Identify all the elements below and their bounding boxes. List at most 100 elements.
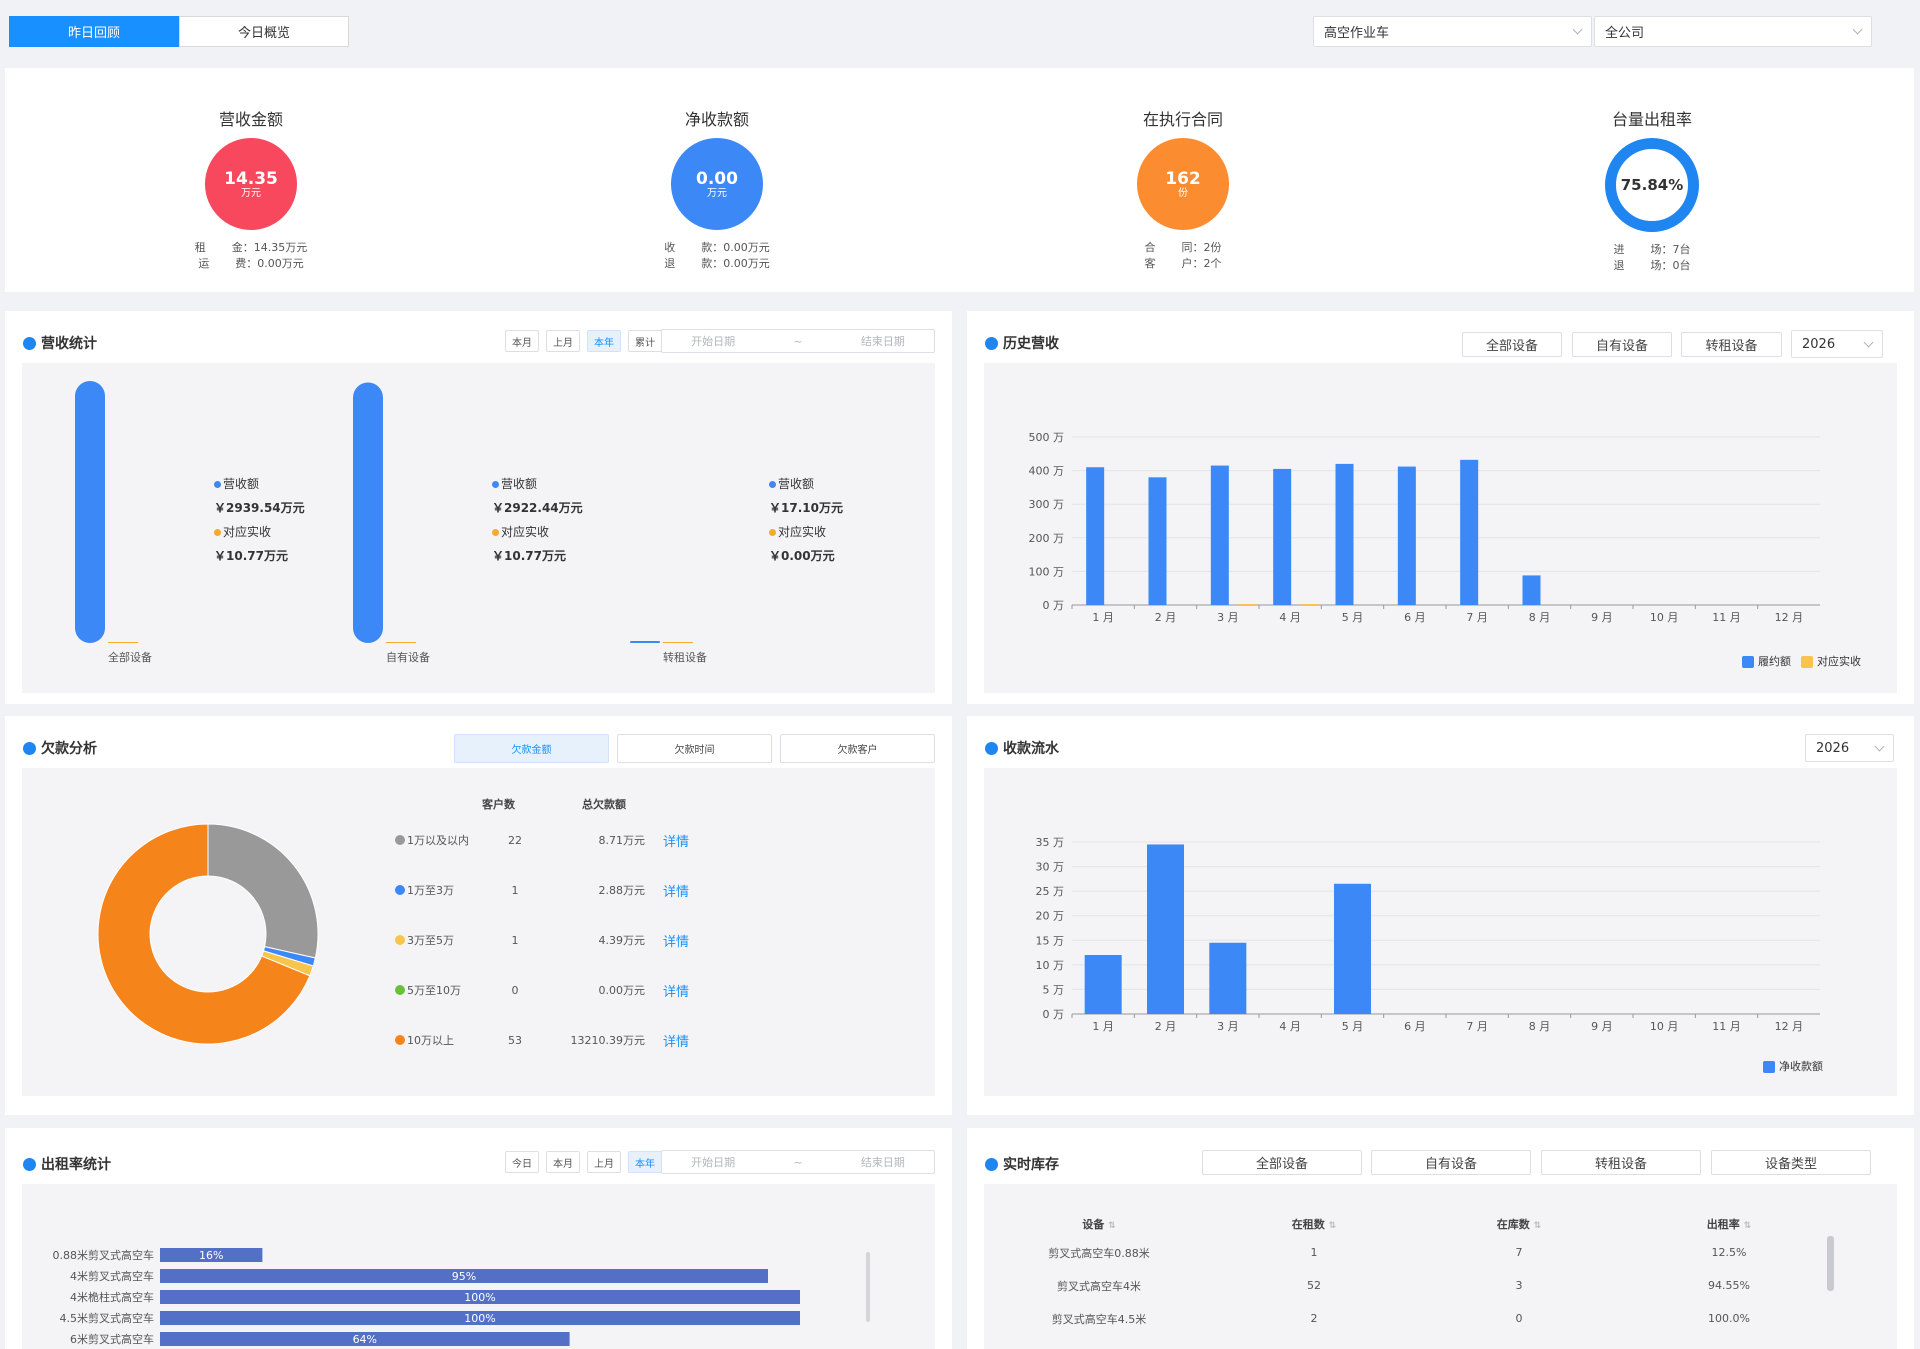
year-value: 2026 (1802, 336, 1836, 352)
x-tick-label: 2 月 (1155, 1020, 1177, 1033)
btn-all-equipment[interactable]: 全部设备 (1462, 332, 1562, 357)
cashflow-header: 收款流水 (985, 738, 1059, 758)
btn-all-equipment[interactable]: 全部设备 (1202, 1150, 1362, 1175)
bar-value-label: 16% (199, 1249, 223, 1262)
col-header-label: 在租数 (1291, 1218, 1325, 1231)
cashflow-chart: 0 万 5 万 10 万 15 万 20 万 25 万 30 万 35 万 1 月 2 月 3 月 4… (1036, 836, 1820, 1033)
revenue-bars (75, 381, 693, 643)
rental-rate: 12.5% (1711, 1246, 1747, 1259)
revenue-stats-chart: 全部设备 自有设备 转租设备 营收额 ￥2939.54万元 对应实收 ￥10.7… (22, 363, 935, 693)
end-date-input[interactable]: 结束日期 (860, 335, 905, 348)
period-today[interactable]: 今日 (505, 1151, 539, 1173)
period-this-month[interactable]: 本月 (546, 1151, 580, 1173)
detail-link[interactable]: 详情 (663, 1034, 690, 1050)
tab-yesterday[interactable]: 昨日回顾 (9, 16, 179, 47)
debt-row: 5万至10万 0 0.00万元 详情 (395, 965, 689, 1015)
scrollbar[interactable] (866, 1252, 870, 1322)
y-tick-label: 500 万 (1029, 431, 1065, 444)
year-value: 2026 (1816, 740, 1850, 756)
y-tick-label: 20 万 (1036, 910, 1065, 923)
kpi-title: 在执行合同 (1142, 110, 1223, 129)
debt-range-label: 1万以及以内 (407, 834, 469, 847)
section-title: 收款流水 (1003, 741, 1059, 757)
detail-link[interactable]: 详情 (663, 984, 690, 1000)
history-revenue-panel: 历史营收 全部设备 自有设备 转租设备 2026 0 万 100 万 200 万 30… (967, 311, 1914, 704)
group-legend: 营收额 ￥17.10万元 对应实收 ￥0.00万元 (769, 472, 843, 568)
legend-value: ￥10.77万元 (492, 549, 566, 563)
btn-sublease-equipment[interactable]: 转租设备 (1541, 1150, 1701, 1175)
kpi-detail-label: 收款 (664, 241, 713, 254)
period-last-month[interactable]: 上月 (546, 330, 580, 352)
btn-debt-customer[interactable]: 欠款客户 (780, 734, 935, 763)
period-cumulative[interactable]: 累计 (628, 330, 662, 352)
btn-own-equipment[interactable]: 自有设备 (1371, 1150, 1531, 1175)
debt-header: 欠款分析 (23, 738, 97, 758)
tab-today[interactable]: 今日概览 (179, 16, 349, 47)
kpi-revenue: 营收金额 14.35 万元 租金：14.35万元 运费：0.00万元 (131, 68, 371, 272)
scrollbar[interactable] (1827, 1236, 1834, 1291)
data-bar (1210, 465, 1229, 605)
debt-row: 1万至3万 1 2.88万元 详情 (395, 865, 689, 915)
kpi-detail-value: 14.35万元 (253, 241, 308, 254)
x-tick-label: 1 月 (1092, 1020, 1114, 1033)
kpi-value: 0.00 (696, 168, 738, 189)
col-count: 客户数 (482, 798, 515, 811)
rental-rate-chart: 0.88米剪叉式高空车 16% 4米剪叉式高空车 95% 4米桅柱式高空车 100% 4.5… (53, 1248, 800, 1346)
year-select[interactable]: 2026 (1791, 330, 1883, 358)
col-header-label: 在库数 (1496, 1218, 1530, 1231)
period-this-year[interactable]: 本年 (587, 330, 621, 352)
history-legend: 履约额 对应实收 (1742, 653, 1861, 669)
col-header[interactable]: 在租数 ⇅ (1214, 1216, 1414, 1232)
revenue-bar (630, 641, 660, 643)
kpi-detail: 进场：7台 退场：0台 (1613, 243, 1691, 272)
btn-sublease-equipment[interactable]: 转租设备 (1681, 332, 1782, 357)
date-range-picker[interactable]: 开始日期 ~ 结束日期 (661, 1150, 935, 1174)
end-date-input[interactable]: 结束日期 (860, 1156, 905, 1169)
x-tick-label: 5 月 (1342, 1020, 1364, 1033)
bar-value-label: 64% (353, 1333, 377, 1346)
x-tick-label: 5 月 (1342, 611, 1364, 624)
period-this-month[interactable]: 本月 (505, 330, 539, 352)
rental-chart-area: 0.88米剪叉式高空车 16% 4米剪叉式高空车 95% 4米桅柱式高空车 100% 4.5… (22, 1184, 935, 1349)
data-bar (1301, 604, 1320, 605)
year-select[interactable]: 2026 (1805, 734, 1894, 762)
bar-chart-icon (23, 1157, 36, 1171)
rate-bar (160, 1311, 800, 1325)
kpi-detail-label: 退场 (1613, 259, 1662, 272)
kpi-rental-rate: 台量出租率 75.84% 进场：7台 退场：0台 (1532, 68, 1772, 274)
detail-link[interactable]: 详情 (663, 934, 690, 950)
kpi-detail-value: 2份 (1203, 241, 1222, 254)
period-this-year[interactable]: 本年 (628, 1151, 662, 1173)
company-select[interactable]: 全公司 (1594, 16, 1872, 47)
data-bar (1209, 942, 1247, 1014)
debt-count: 0 (511, 983, 519, 997)
btn-own-equipment[interactable]: 自有设备 (1572, 332, 1672, 357)
chevron-down-icon (1572, 24, 1583, 35)
legend-dot (492, 481, 499, 488)
clock-icon (985, 336, 998, 350)
start-date-input[interactable]: 开始日期 (691, 335, 736, 348)
detail-link[interactable]: 详情 (663, 884, 690, 900)
kpi-circle: 0.00 万元 (671, 138, 763, 230)
legend-label: 对应实收 (1817, 655, 1861, 668)
revenue-bar (353, 382, 383, 643)
start-date-input[interactable]: 开始日期 (691, 1156, 736, 1169)
equipment-name: 剪叉式高空车0.88米 (1048, 1246, 1150, 1260)
data-bar (1238, 604, 1257, 605)
date-range-picker[interactable]: 开始日期 ~ 结束日期 (661, 329, 935, 353)
col-header[interactable]: 出租率 ⇅ (1624, 1216, 1834, 1232)
detail-link[interactable]: 详情 (663, 834, 690, 850)
rental-stats-panel: 出租率统计 今日 本月 上月 本年 开始日期 ~ 结束日期 0.88米剪叉式高空… (5, 1128, 952, 1349)
btn-debt-time[interactable]: 欠款时间 (617, 734, 772, 763)
legend-value: ￥17.10万元 (769, 501, 843, 515)
period-buttons: 今日 本月 上月 本年 (505, 1151, 662, 1173)
debt-amount: 4.39万元 (598, 934, 646, 947)
data-bar (1273, 468, 1292, 605)
equipment-type-select[interactable]: 高空作业车 (1313, 16, 1592, 47)
period-last-month[interactable]: 上月 (587, 1151, 621, 1173)
btn-equipment-type[interactable]: 设备类型 (1711, 1150, 1871, 1175)
legend-dot (395, 985, 405, 995)
col-header[interactable]: 在库数 ⇅ (1414, 1216, 1624, 1232)
btn-debt-amount[interactable]: 欠款金额 (454, 734, 609, 763)
col-header[interactable]: 设备 ⇅ (984, 1216, 1214, 1232)
